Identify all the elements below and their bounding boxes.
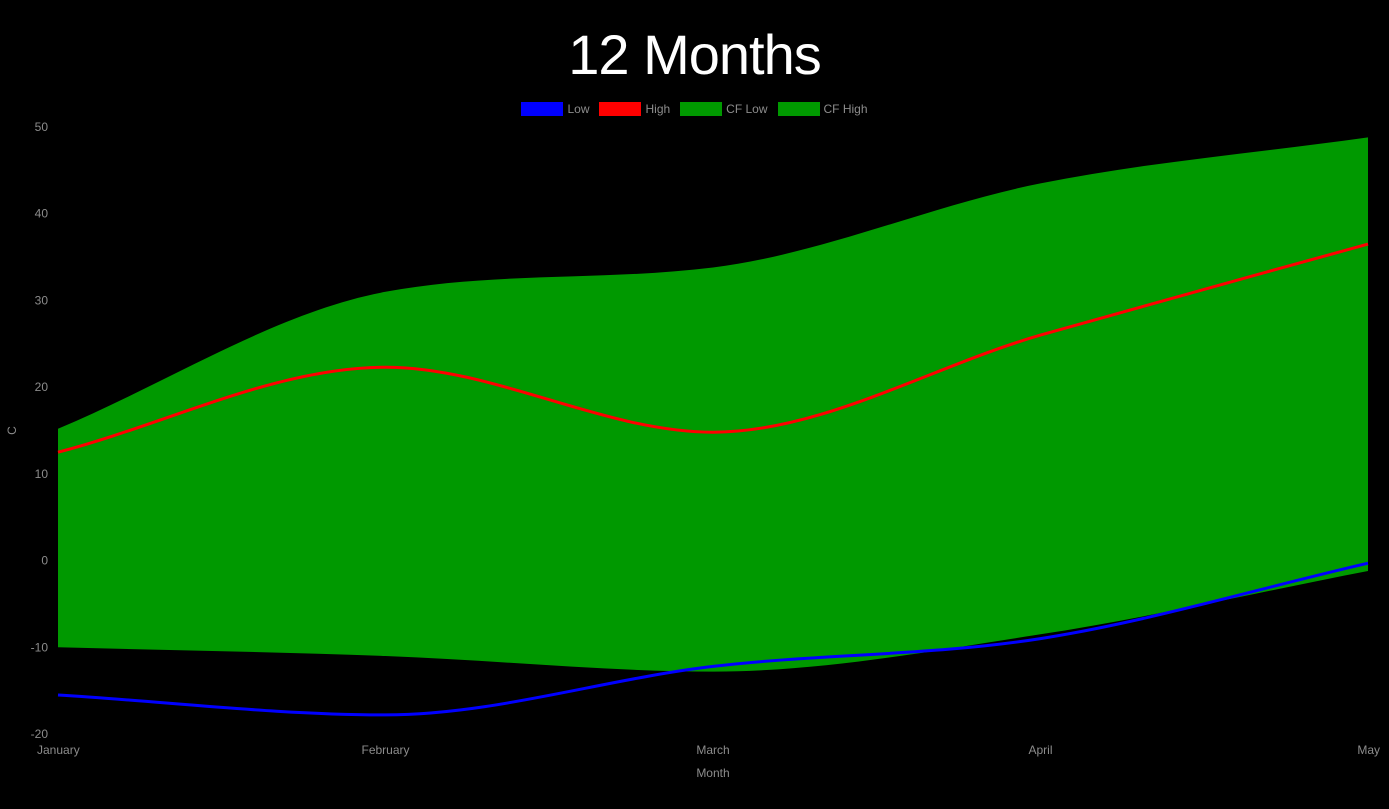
cf-band-area xyxy=(58,137,1368,672)
y-tick-label: -20 xyxy=(31,727,49,741)
x-tick-label: May xyxy=(1357,743,1380,757)
chart-title: 12 Months xyxy=(568,23,822,86)
legend-label-cf-high: CF High xyxy=(823,102,868,116)
legend-label-low: Low xyxy=(567,102,590,116)
x-tick-label: February xyxy=(361,743,409,757)
x-tick-label: January xyxy=(37,743,80,757)
x-axis-label: Month xyxy=(696,766,729,780)
legend: Low High CF Low CF High xyxy=(0,102,1389,116)
series-line-low xyxy=(57,561,1369,717)
legend-label-high: High xyxy=(645,102,671,116)
legend-item-cf-high[interactable]: CF High xyxy=(777,102,868,116)
y-tick-label: 40 xyxy=(35,207,49,221)
y-tick-label: 30 xyxy=(35,293,49,307)
y-tick-label: 10 xyxy=(35,467,49,481)
legend-swatch-cf-low xyxy=(680,102,723,116)
y-tick-label: 50 xyxy=(35,120,49,134)
y-tick-label: 0 xyxy=(41,554,48,568)
series-line-high xyxy=(57,242,1369,454)
y-tick-label: -10 xyxy=(31,640,49,654)
legend-item-high[interactable]: High xyxy=(599,102,670,116)
y-tick-label: 20 xyxy=(35,380,49,394)
legend-label-cf-low: CF Low xyxy=(726,102,768,116)
legend-swatch-low xyxy=(521,102,564,116)
legend-swatch-high xyxy=(599,102,642,116)
x-tick-label: March xyxy=(696,743,729,757)
x-tick-label: April xyxy=(1028,743,1052,757)
legend-item-cf-low[interactable]: CF Low xyxy=(680,102,768,116)
y-axis-label: C xyxy=(5,426,19,435)
legend-swatch-cf-high xyxy=(777,102,820,116)
legend-item-low[interactable]: Low xyxy=(521,102,589,116)
